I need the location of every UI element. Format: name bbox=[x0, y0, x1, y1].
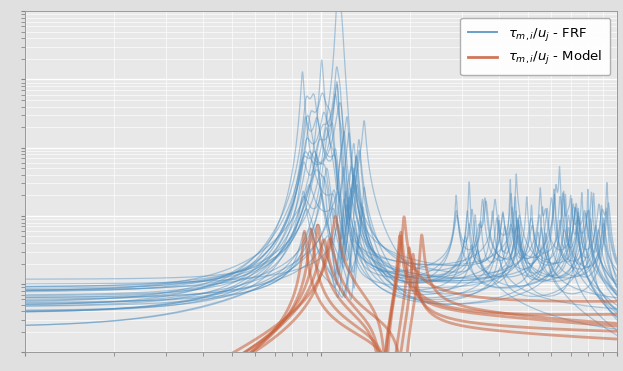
Legend: $\tau_{m,i}/u_j$ - FRF, $\tau_{m,i}/u_j$ - Model: $\tau_{m,i}/u_j$ - FRF, $\tau_{m,i}/u_j$… bbox=[460, 18, 610, 75]
